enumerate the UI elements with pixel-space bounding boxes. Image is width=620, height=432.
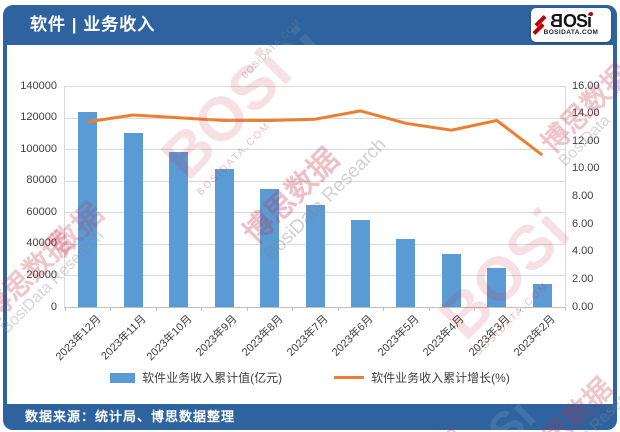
y-axis-right-label: 8.00 [572, 190, 594, 202]
y-axis-left-label: 20000 [26, 268, 57, 281]
y-axis-right-label: 0.00 [572, 300, 594, 313]
gridline [65, 149, 565, 151]
legend-revenue-label: 软件业务收入累计值(亿元) [142, 371, 283, 385]
x-axis-tick [474, 307, 476, 311]
y-axis-left-label: 140000 [20, 79, 57, 92]
page-frame: 软件 | 业务收入 BOSi BOSIDATA.COM 0 20000 40000 6… [3, 5, 617, 430]
x-axis-tick [246, 307, 248, 311]
y-axis-right-label: 6.00 [572, 217, 594, 230]
value-bar [305, 205, 325, 307]
growth-line [87, 109, 544, 157]
value-bar [487, 268, 507, 307]
x-axis-tick [65, 307, 66, 311]
value-bar [441, 254, 461, 307]
chart-panel: 0 20000 40000 60000 80000 100000 120000 140000 … [7, 45, 613, 404]
y-axis-left-label: 60000 [26, 205, 57, 218]
x-axis-tick [155, 307, 157, 311]
x-axis-tick [519, 307, 521, 311]
value-bar [123, 132, 143, 307]
logo-domain: BOSIDATA.COM [543, 29, 599, 36]
logo-text: BOSi [550, 11, 593, 31]
value-bar [396, 238, 416, 307]
legend-line-swatch-icon [334, 376, 365, 379]
growth-line-path [87, 109, 544, 157]
value-bar [260, 188, 280, 307]
value-bar [78, 112, 98, 307]
y-axis-right-label: 14.00 [572, 107, 600, 120]
y-axis-left-label: 0 [50, 300, 57, 313]
x-axis-tick [292, 307, 294, 311]
x-axis-tick [383, 307, 385, 311]
brand-logo: BOSi BOSIDATA.COM [531, 8, 611, 42]
x-axis-tick [428, 307, 430, 311]
y-axis-left-label: 100000 [20, 142, 57, 155]
data-source-text: 数据来源：统计局、博思数据整理 [25, 409, 236, 424]
footer-bar: 数据来源：统计局、博思数据整理 [3, 404, 617, 430]
x-axis-tick [201, 307, 203, 311]
y-axis-right: 0.00 2.00 4.00 6.00 8.00 10.00 12.00 14.00 16.00 [572, 80, 617, 313]
legend-bar-swatch-icon [110, 372, 136, 383]
y-axis-left-label: 80000 [26, 174, 57, 187]
header-bar: 软件 | 业务收入 BOSi BOSIDATA.COM [3, 5, 617, 45]
value-bar [532, 284, 552, 307]
plot-area [64, 86, 566, 311]
x-axis-tick [565, 307, 566, 311]
y-axis-right-label: 16.00 [572, 79, 600, 92]
y-axis-right-label: 10.00 [572, 162, 600, 175]
y-axis-left-label: 40000 [26, 237, 57, 250]
y-axis-left-label: 120000 [20, 111, 57, 124]
legend-item-growth: 软件业务收入累计增长(%) [334, 369, 510, 386]
logo-letters-osi: OSi [562, 11, 592, 31]
y-axis-right-label: 12.00 [572, 134, 600, 147]
logo-letter-b: B [550, 11, 563, 31]
legend-item-revenue: 软件业务收入累计值(亿元) [110, 369, 282, 386]
page-title: 软件 | 业务收入 [30, 15, 156, 34]
gridline [65, 180, 565, 182]
logo-red-dot-icon [589, 12, 593, 16]
y-axis-left: 0 20000 40000 60000 80000 100000 120000 140000 [11, 80, 57, 313]
value-bar [350, 220, 370, 307]
value-bar [169, 151, 189, 307]
x-axis: 2023年12月 2023年11月 2023年10月 2023年9月 2023年8月 20… [53, 311, 564, 373]
y-axis-right-label: 2.00 [572, 272, 594, 285]
x-axis-tick [110, 307, 112, 311]
y-axis-right-label: 4.00 [572, 245, 594, 258]
gridline [65, 86, 565, 87]
legend-growth-label: 软件业务收入累计增长(%) [371, 371, 510, 385]
value-bar [214, 168, 234, 307]
chart-legend: 软件业务收入累计值(亿元) 软件业务收入累计增长(%) [7, 369, 613, 386]
x-axis-tick [337, 307, 339, 311]
